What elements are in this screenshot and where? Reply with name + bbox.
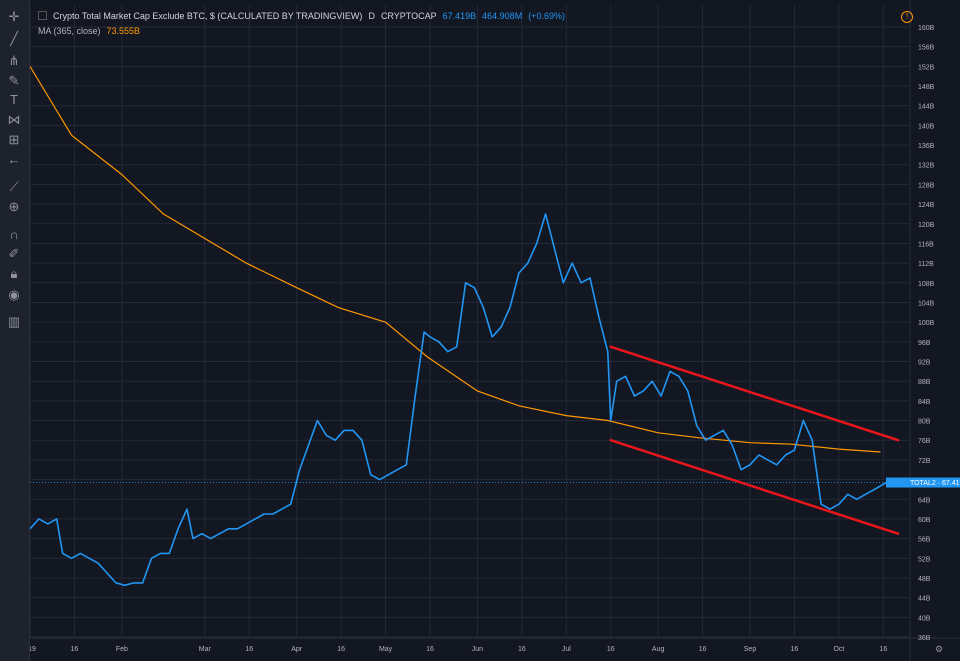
y-tick-label: 88B (918, 379, 931, 386)
x-tick-label: 16 (71, 646, 79, 653)
back-arrow-icon[interactable]: ← (7, 152, 21, 167)
y-tick-label: 56B (918, 537, 931, 544)
x-tick-label: Apr (291, 646, 303, 653)
trash-icon[interactable]: ▥ (7, 314, 21, 329)
y-tick-label: 60B (918, 517, 931, 524)
y-tick-label: 160B (918, 25, 935, 32)
drawing-toolbar: ✛ ╱ ⋔ ✎ T ⋈ ⊞ ← ⟋ ⊕ ∩ ✐ 🔒︎ ◉ ▥ (0, 0, 30, 661)
change-value: (+0.69%) (528, 11, 565, 21)
y-tick-label: 40B (918, 615, 931, 622)
y-tick-label: 156B (918, 45, 935, 52)
ma-value: 73.555B (106, 26, 141, 36)
price-tag-label: TOTAL2 · 67.419B (910, 480, 960, 487)
ma-label[interactable]: MA (365, close) (38, 26, 101, 36)
x-tick-label: Oct (833, 646, 844, 653)
alert-icon[interactable]: ! (901, 11, 913, 23)
symbol-title: Crypto Total Market Cap Exclude BTC, $ (… (53, 11, 363, 21)
lock-icon[interactable]: 🔒︎ (10, 266, 18, 281)
x-tick-label: 16 (607, 646, 615, 653)
exchange-label: CRYPTOCAP (380, 11, 437, 21)
y-tick-label: 44B (918, 596, 931, 603)
last-value: 67.419B (442, 11, 477, 21)
x-tick-label: Feb (116, 646, 128, 653)
pattern-icon[interactable]: ⋈ (7, 112, 21, 127)
y-tick-label: 76B (918, 438, 931, 445)
y-tick-label: 96B (918, 340, 931, 347)
y-tick-label: 132B (918, 163, 935, 170)
brush-icon[interactable]: ✎ (8, 73, 20, 88)
x-tick-label: 16 (426, 646, 434, 653)
text-icon[interactable]: T (10, 92, 18, 107)
y-tick-label: 152B (918, 64, 935, 71)
x-tick-label: 16 (791, 646, 799, 653)
crosshair-icon[interactable]: ✛ (8, 9, 20, 24)
volume-value: 464.908M (482, 11, 523, 21)
price-chart[interactable]: 160B 156B 152B 148B 144B 140B 136B 132B 128B 124B… (30, 0, 960, 661)
x-tick-label: 16 (518, 646, 526, 653)
channel-upper-line (609, 345, 900, 442)
price-tag-bg (886, 477, 960, 488)
y-tick-label: 104B (918, 300, 935, 307)
magnet-icon[interactable]: ∩ (9, 227, 19, 242)
y-tick-label: 80B (918, 419, 931, 426)
y-tick-label: 140B (918, 123, 935, 130)
y-tick-label: 100B (918, 320, 935, 327)
eye-icon[interactable]: ◉ (8, 287, 20, 302)
y-tick-label: 92B (918, 360, 931, 367)
y-tick-label: 116B (918, 241, 934, 248)
x-tick-label: Aug (652, 646, 665, 653)
x-tick-label: May (379, 646, 393, 653)
y-tick-label: 136B (918, 143, 935, 150)
settings-gear-icon[interactable]: ⚙ (935, 644, 943, 654)
channel-lower-line (609, 438, 900, 535)
x-tick-label: 16 (699, 646, 707, 653)
x-tick-label: 16 (879, 646, 887, 653)
x-tick-label: Jun (472, 646, 483, 653)
y-tick-label: 124B (918, 202, 935, 209)
x-tick-label: Sep (744, 646, 757, 653)
pitchfork-icon[interactable]: ⋔ (8, 53, 20, 68)
trendline-icon[interactable]: ╱ (10, 31, 18, 46)
y-tick-label: 144B (918, 104, 935, 111)
lock-draw-icon[interactable]: ✐ (8, 246, 20, 261)
y-tick-label: 36B (918, 635, 931, 642)
ma-legend: MA (365, close) 73.555B (38, 26, 146, 36)
interval-label: D (368, 11, 375, 21)
series-line-total2 (30, 213, 887, 587)
x-tick-label: 19 (30, 646, 36, 653)
x-tick-label: Jul (562, 646, 571, 653)
y-tick-label: 112B (918, 261, 934, 268)
x-tick-label: Mar (199, 646, 212, 653)
series-legend: Crypto Total Market Cap Exclude BTC, $ (… (38, 11, 571, 21)
y-tick-label: 48B (918, 576, 931, 583)
y-tick-label: 52B (918, 556, 931, 563)
x-tick-label: 16 (245, 646, 253, 653)
y-tick-label: 64B (918, 497, 931, 504)
chart-background (30, 0, 960, 661)
ruler-icon[interactable]: ⟋ (9, 179, 19, 194)
y-tick-label: 148B (918, 84, 935, 91)
zoom-icon[interactable]: ⊕ (8, 199, 20, 214)
x-tick-label: 16 (337, 646, 345, 653)
y-tick-label: 120B (918, 222, 935, 229)
ma-line (30, 66, 881, 453)
measure-icon[interactable]: ⊞ (8, 132, 20, 147)
y-tick-label: 128B (918, 182, 935, 189)
y-tick-label: 72B (918, 458, 931, 465)
y-tick-label: 84B (918, 399, 931, 406)
y-tick-label: 108B (918, 281, 935, 288)
collapse-legend-icon[interactable] (38, 11, 47, 20)
